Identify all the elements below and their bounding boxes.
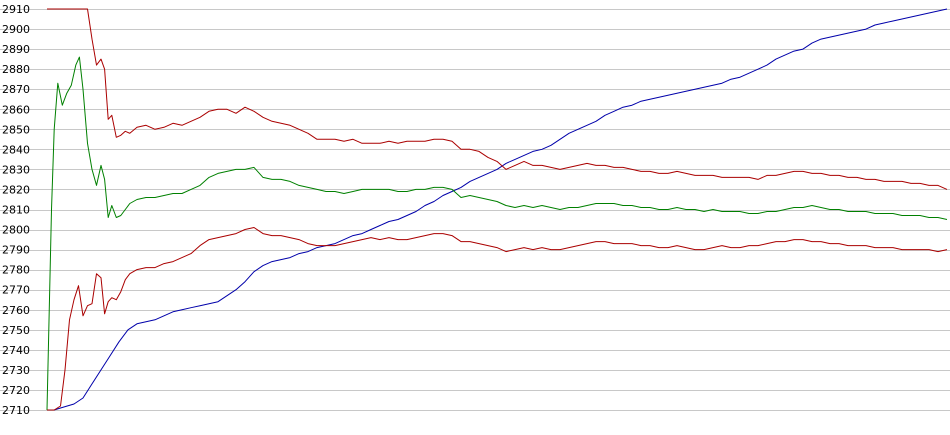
y-tick-label-2910: 2910 bbox=[2, 3, 30, 16]
y-axis-tick-labels: 2710 2720 2730 2740 2750 2760 2770 2780 2790 2800… bbox=[2, 3, 30, 417]
y-tick-label-2760: 2760 bbox=[2, 304, 30, 317]
series-3 bbox=[47, 227, 948, 411]
y-tick-label-2710: 2710 bbox=[2, 404, 30, 417]
gridlines bbox=[0, 9, 950, 411]
series-lines bbox=[46, 8, 948, 411]
y-tick-label-2900: 2900 bbox=[2, 23, 30, 36]
series-2 bbox=[47, 8, 948, 190]
y-tick-label-2860: 2860 bbox=[2, 103, 30, 116]
y-tick-label-2870: 2870 bbox=[2, 83, 30, 96]
y-tick-label-2790: 2790 bbox=[2, 244, 30, 257]
series-0 bbox=[47, 8, 948, 411]
series-line-1 bbox=[46, 56, 948, 411]
y-tick-label-2810: 2810 bbox=[2, 204, 30, 217]
y-tick-label-2740: 2740 bbox=[2, 344, 30, 357]
y-tick-label-2770: 2770 bbox=[2, 284, 30, 297]
y-tick-label-2840: 2840 bbox=[2, 143, 30, 156]
series-1 bbox=[46, 56, 948, 411]
y-tick-label-2850: 2850 bbox=[2, 123, 30, 136]
y-tick-label-2750: 2750 bbox=[2, 324, 30, 337]
series-line-0 bbox=[47, 8, 948, 411]
y-tick-label-2890: 2890 bbox=[2, 43, 30, 56]
y-tick-label-2730: 2730 bbox=[2, 364, 30, 377]
y-tick-label-2720: 2720 bbox=[2, 384, 30, 397]
y-tick-label-2780: 2780 bbox=[2, 264, 30, 277]
y-tick-label-2800: 2800 bbox=[2, 224, 30, 237]
y-tick-label-2830: 2830 bbox=[2, 163, 30, 176]
y-tick-label-2880: 2880 bbox=[2, 63, 30, 76]
series-line-3 bbox=[47, 227, 948, 411]
series-line-2 bbox=[47, 8, 948, 190]
y-tick-label-2820: 2820 bbox=[2, 183, 30, 196]
